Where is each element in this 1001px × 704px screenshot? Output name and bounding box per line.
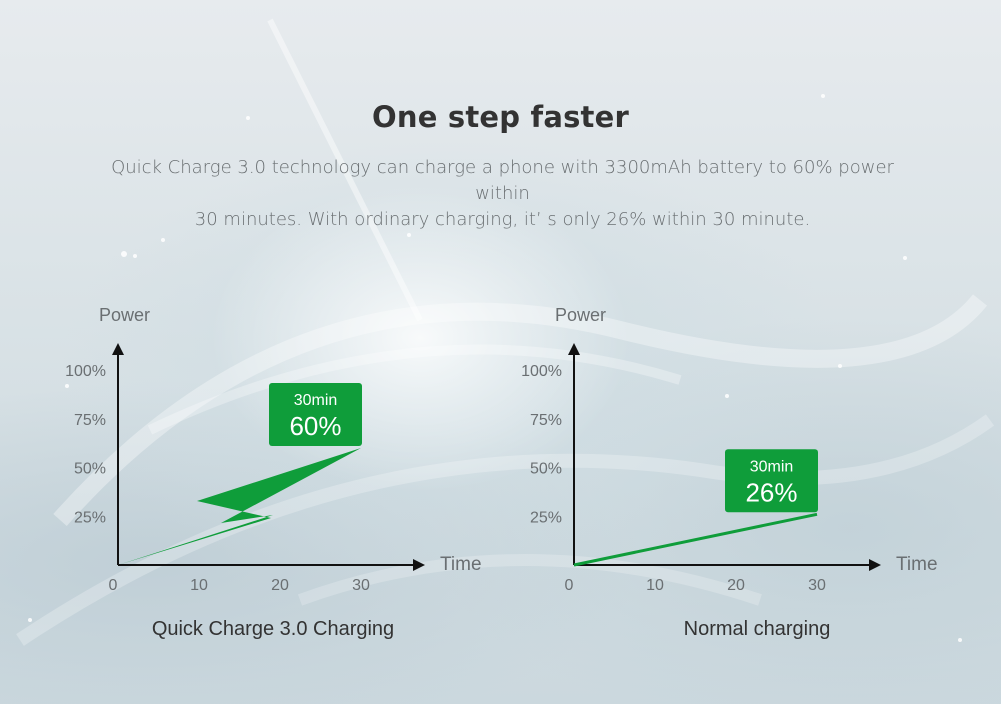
y-tick-label: 75% (530, 412, 562, 429)
y-tick-label: 100% (521, 363, 562, 380)
series-line (573, 512, 818, 567)
x-tick-label: 20 (727, 577, 745, 594)
chart-caption: Quick Charge 3.0 Charging (152, 618, 394, 640)
y-axis-arrow (112, 343, 124, 355)
y-axis-label: Power (99, 305, 150, 325)
description-text: Quick Charge 3.0 technology can charge a… (85, 155, 920, 233)
x-axis-arrow (869, 559, 881, 571)
y-tick-label: 25% (74, 509, 106, 526)
value-badge (725, 449, 818, 513)
description-line-2: 30 minutes. With ordinary charging, it’ … (194, 209, 811, 230)
x-axis-arrow (413, 559, 425, 571)
badge-value-label: 60% (289, 411, 341, 441)
y-tick-label: 100% (65, 363, 106, 380)
y-axis-label: Power (555, 305, 606, 325)
value-badge (269, 383, 362, 446)
x-tick-label: 0 (109, 577, 118, 594)
y-tick-label: 25% (530, 509, 562, 526)
badge-time-label: 30min (750, 458, 794, 475)
x-tick-label: 30 (808, 577, 826, 594)
description-line-1: Quick Charge 3.0 technology can charge a… (111, 157, 894, 204)
y-tick-label: 50% (530, 461, 562, 478)
series-lightning-bolt (118, 448, 361, 565)
chart-1: Power Time 25% 50% 75% 100% 0 10 20 30 30min 60% Qui… (65, 305, 481, 640)
x-tick-label: 10 (646, 577, 664, 594)
x-tick-label: 30 (352, 577, 370, 594)
chart-caption: Normal charging (684, 618, 831, 640)
badge-value-label: 26% (745, 477, 797, 507)
badge-time-label: 30min (294, 392, 338, 409)
page-title: One step faster (372, 100, 629, 134)
x-tick-label: 20 (271, 577, 289, 594)
x-axis-label: Time (440, 554, 482, 575)
x-tick-label: 10 (190, 577, 208, 594)
chart-2: Power Time 25% 50% 75% 100% 0 10 20 30 30min 26% Nor… (521, 305, 937, 640)
x-tick-label: 0 (565, 577, 574, 594)
x-axis-label: Time (896, 554, 938, 575)
y-tick-label: 75% (74, 412, 106, 429)
y-axis-arrow (568, 343, 580, 355)
y-tick-label: 50% (74, 461, 106, 478)
